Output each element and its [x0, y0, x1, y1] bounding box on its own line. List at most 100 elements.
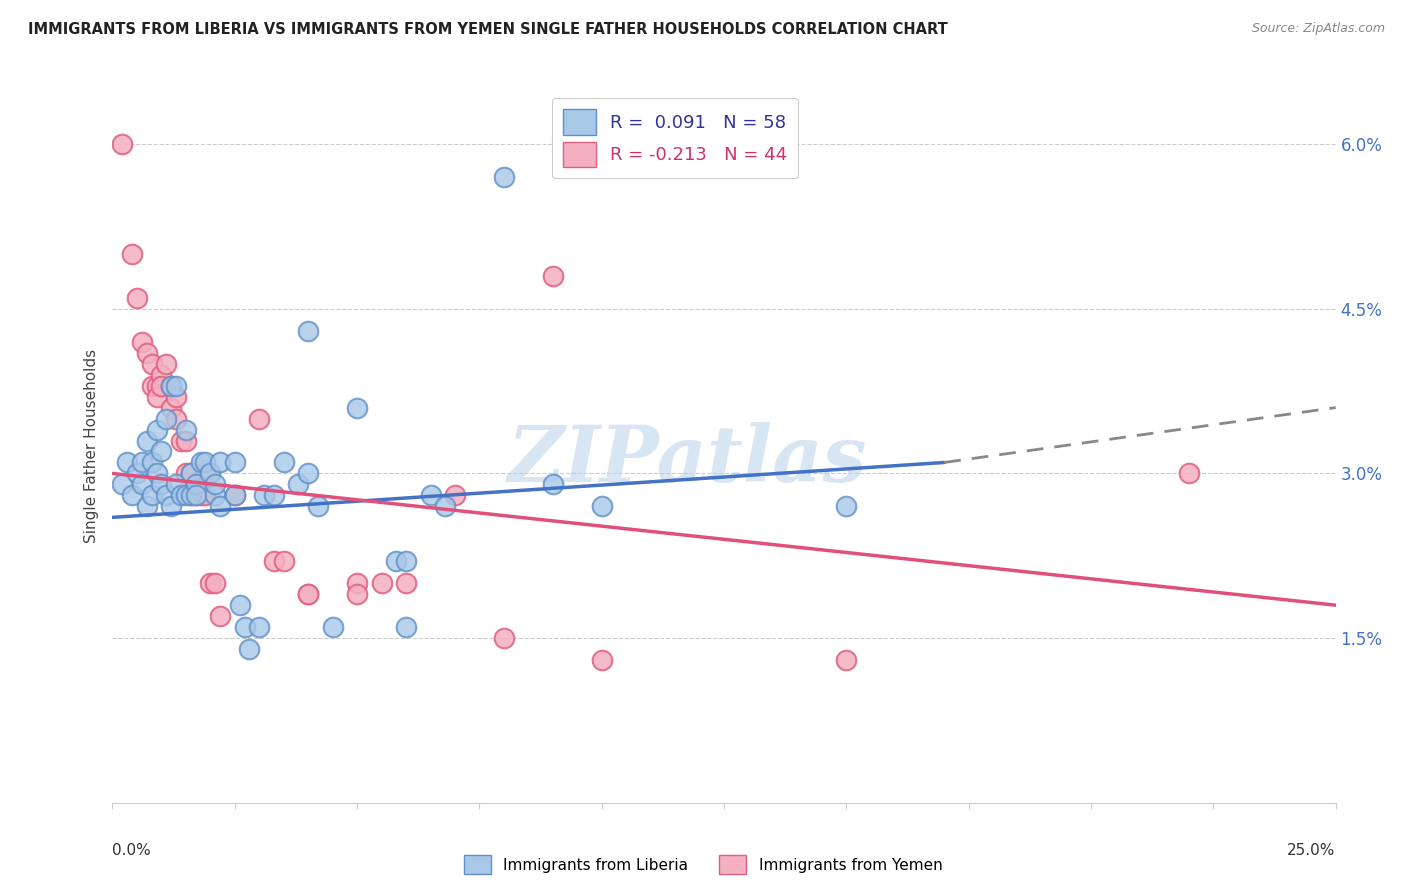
Point: [190, 455, 212, 469]
Point: [180, 488, 202, 502]
Point: [121, 247, 143, 261]
Point: [150, 368, 173, 382]
Point: [135, 500, 157, 514]
Point: [541, 268, 564, 283]
Legend: Immigrants from Liberia, Immigrants from Yemen: Immigrants from Liberia, Immigrants from…: [457, 849, 949, 880]
Point: [160, 378, 183, 392]
Point: [194, 488, 217, 502]
Point: [145, 378, 167, 392]
Point: [209, 500, 232, 514]
Point: [209, 609, 232, 624]
Point: [180, 467, 202, 481]
Point: [224, 488, 246, 502]
Point: [111, 137, 134, 152]
Point: [204, 477, 226, 491]
Point: [247, 411, 270, 425]
Point: [160, 378, 183, 392]
Point: [322, 620, 344, 634]
Point: [131, 334, 153, 349]
Point: [591, 500, 613, 514]
Point: [200, 467, 222, 481]
Legend: R =  0.091   N = 58, R = -0.213   N = 44: R = 0.091 N = 58, R = -0.213 N = 44: [553, 98, 799, 178]
Point: [541, 477, 564, 491]
Point: [273, 554, 295, 568]
Point: [141, 488, 163, 502]
Point: [174, 423, 197, 437]
Point: [174, 488, 197, 502]
Point: [184, 488, 207, 502]
Point: [492, 631, 515, 645]
Point: [150, 477, 173, 491]
Point: [297, 587, 319, 601]
Point: [184, 477, 207, 491]
Point: [160, 401, 183, 415]
Point: [346, 587, 368, 601]
Point: [141, 357, 163, 371]
Point: [135, 434, 157, 448]
Point: [184, 488, 207, 502]
Point: [180, 488, 202, 502]
Point: [121, 488, 143, 502]
Point: [395, 576, 418, 591]
Point: [385, 554, 408, 568]
Text: IMMIGRANTS FROM LIBERIA VS IMMIGRANTS FROM YEMEN SINGLE FATHER HOUSEHOLDS CORREL: IMMIGRANTS FROM LIBERIA VS IMMIGRANTS FR…: [28, 22, 948, 37]
Point: [434, 500, 457, 514]
Y-axis label: Single Father Households: Single Father Households: [83, 349, 98, 543]
Point: [835, 500, 858, 514]
Point: [224, 488, 246, 502]
Point: [190, 488, 212, 502]
Point: [145, 467, 167, 481]
Point: [273, 455, 295, 469]
Point: [145, 423, 167, 437]
Point: [419, 488, 441, 502]
Point: [160, 500, 183, 514]
Point: [200, 576, 222, 591]
Point: [165, 390, 187, 404]
Text: Source: ZipAtlas.com: Source: ZipAtlas.com: [1251, 22, 1385, 36]
Point: [346, 401, 368, 415]
Point: [180, 467, 202, 481]
Point: [209, 455, 232, 469]
Point: [370, 576, 392, 591]
Point: [174, 467, 197, 481]
Point: [165, 378, 187, 392]
Point: [224, 455, 246, 469]
Point: [835, 653, 858, 667]
Text: 0.0%: 0.0%: [112, 843, 152, 858]
Point: [170, 434, 193, 448]
Point: [591, 653, 613, 667]
Point: [204, 488, 226, 502]
Point: [141, 455, 163, 469]
Point: [111, 477, 134, 491]
Point: [492, 169, 515, 184]
Point: [150, 444, 173, 458]
Point: [253, 488, 276, 502]
Point: [150, 378, 173, 392]
Point: [395, 620, 418, 634]
Point: [125, 467, 148, 481]
Point: [194, 455, 217, 469]
Point: [247, 620, 270, 634]
Point: [165, 477, 187, 491]
Point: [263, 488, 285, 502]
Point: [165, 411, 187, 425]
Text: ZIPatlas: ZIPatlas: [508, 422, 868, 499]
Point: [346, 576, 368, 591]
Point: [125, 291, 148, 305]
Point: [131, 455, 153, 469]
Point: [135, 345, 157, 359]
Point: [1178, 467, 1201, 481]
Point: [155, 357, 177, 371]
Point: [174, 434, 197, 448]
Point: [155, 488, 177, 502]
Point: [155, 411, 177, 425]
Point: [287, 477, 309, 491]
Point: [238, 642, 260, 657]
Point: [194, 467, 217, 481]
Point: [233, 620, 256, 634]
Text: 25.0%: 25.0%: [1288, 843, 1336, 858]
Point: [395, 554, 418, 568]
Point: [204, 576, 226, 591]
Point: [228, 598, 250, 612]
Point: [145, 390, 167, 404]
